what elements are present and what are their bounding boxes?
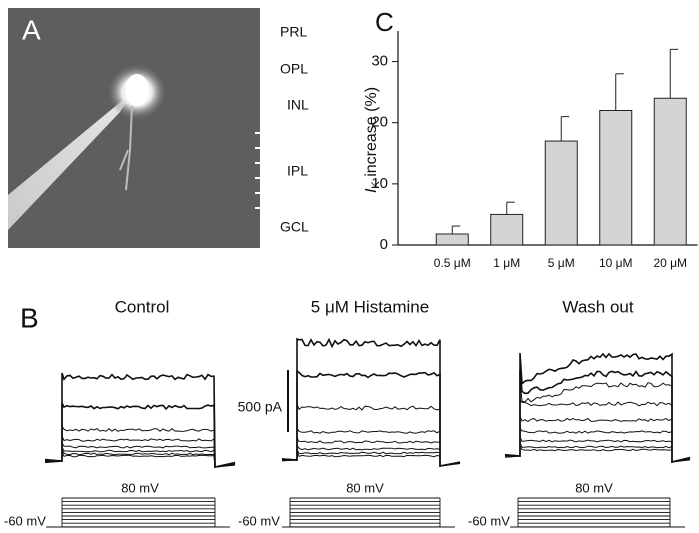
cell-body bbox=[125, 74, 149, 106]
holding-label: -60 mV bbox=[468, 513, 510, 528]
current-trace bbox=[504, 415, 691, 463]
layer-label: INL bbox=[287, 97, 309, 113]
current-trace bbox=[281, 443, 461, 467]
y-tick-label: 20 bbox=[371, 114, 388, 131]
y-axis-label: IK increase (%) bbox=[363, 87, 382, 193]
y-label-subscript: K bbox=[370, 181, 382, 189]
layer-label: GCL bbox=[280, 219, 309, 235]
current-trace bbox=[281, 426, 461, 467]
current-trace bbox=[281, 448, 461, 467]
cell-process bbox=[119, 105, 133, 191]
x-tick-label: 1 μM bbox=[493, 256, 520, 270]
current-trace bbox=[504, 442, 691, 463]
current-trace bbox=[44, 446, 236, 468]
y-tick-label: 30 bbox=[371, 53, 388, 70]
panel-a: A PRL OPL INL IPL GCL bbox=[8, 8, 309, 248]
panel-c: C IK increase (%) 0 10 20 30 0.5 μM 1 μM 5 μM 1… bbox=[363, 7, 698, 270]
current-trace bbox=[504, 426, 691, 463]
layer-label: IPL bbox=[287, 163, 308, 179]
current-trace bbox=[504, 444, 691, 463]
voltage-protocol bbox=[46, 497, 230, 528]
bar bbox=[599, 109, 633, 246]
x-tick-label: 20 μM bbox=[653, 256, 687, 270]
bar bbox=[490, 213, 524, 246]
y-tick-label: 10 bbox=[371, 175, 388, 192]
panel-label: B bbox=[20, 302, 39, 333]
x-tick-label: 5 μM bbox=[548, 256, 575, 270]
current-trace bbox=[504, 398, 691, 463]
step-label: 80 mV bbox=[575, 480, 613, 495]
current-trace bbox=[504, 352, 691, 464]
current-trace bbox=[44, 424, 236, 468]
holding-label: -60 mV bbox=[238, 513, 280, 528]
layer-ticks bbox=[255, 132, 276, 209]
y-tick-label: 0 bbox=[380, 236, 388, 253]
x-tick-label: 10 μM bbox=[599, 256, 633, 270]
current-trace bbox=[504, 436, 691, 463]
current-trace bbox=[44, 448, 236, 468]
current-trace bbox=[281, 337, 461, 467]
panel-label: C bbox=[375, 7, 394, 37]
x-tick-label: 0.5 μM bbox=[434, 256, 471, 270]
bar bbox=[653, 97, 687, 246]
current-trace bbox=[281, 403, 461, 467]
current-trace bbox=[504, 380, 691, 463]
current-trace bbox=[281, 451, 461, 467]
scale-bar-label: 500 pA bbox=[238, 399, 283, 415]
step-label: 80 mV bbox=[346, 480, 384, 495]
panel-b: B Control 5 μM Histamine Wash out 500 pA… bbox=[4, 297, 691, 528]
current-trace bbox=[44, 435, 236, 468]
current-trace bbox=[44, 451, 236, 468]
y-label-symbol: I bbox=[363, 188, 380, 193]
step-label: 80 mV bbox=[121, 480, 159, 495]
pipette bbox=[8, 90, 135, 230]
panel-label: A bbox=[22, 14, 41, 45]
bar bbox=[435, 233, 469, 246]
current-trace bbox=[44, 402, 236, 468]
bar bbox=[544, 140, 578, 246]
condition-title: Control bbox=[115, 297, 170, 316]
holding-label: -60 mV bbox=[4, 513, 46, 528]
current-trace bbox=[504, 369, 691, 464]
current-trace bbox=[44, 441, 236, 468]
current-trace bbox=[281, 436, 461, 467]
current-trace bbox=[281, 369, 461, 467]
current-trace bbox=[44, 372, 236, 468]
y-label-text: increase (%) bbox=[363, 87, 380, 181]
layer-label: PRL bbox=[280, 24, 307, 40]
condition-title: 5 μM Histamine bbox=[311, 297, 429, 316]
voltage-protocol bbox=[510, 497, 685, 528]
micrograph bbox=[8, 8, 260, 248]
layer-label: OPL bbox=[280, 61, 308, 77]
condition-title: Wash out bbox=[562, 297, 633, 316]
voltage-protocol bbox=[282, 497, 455, 528]
